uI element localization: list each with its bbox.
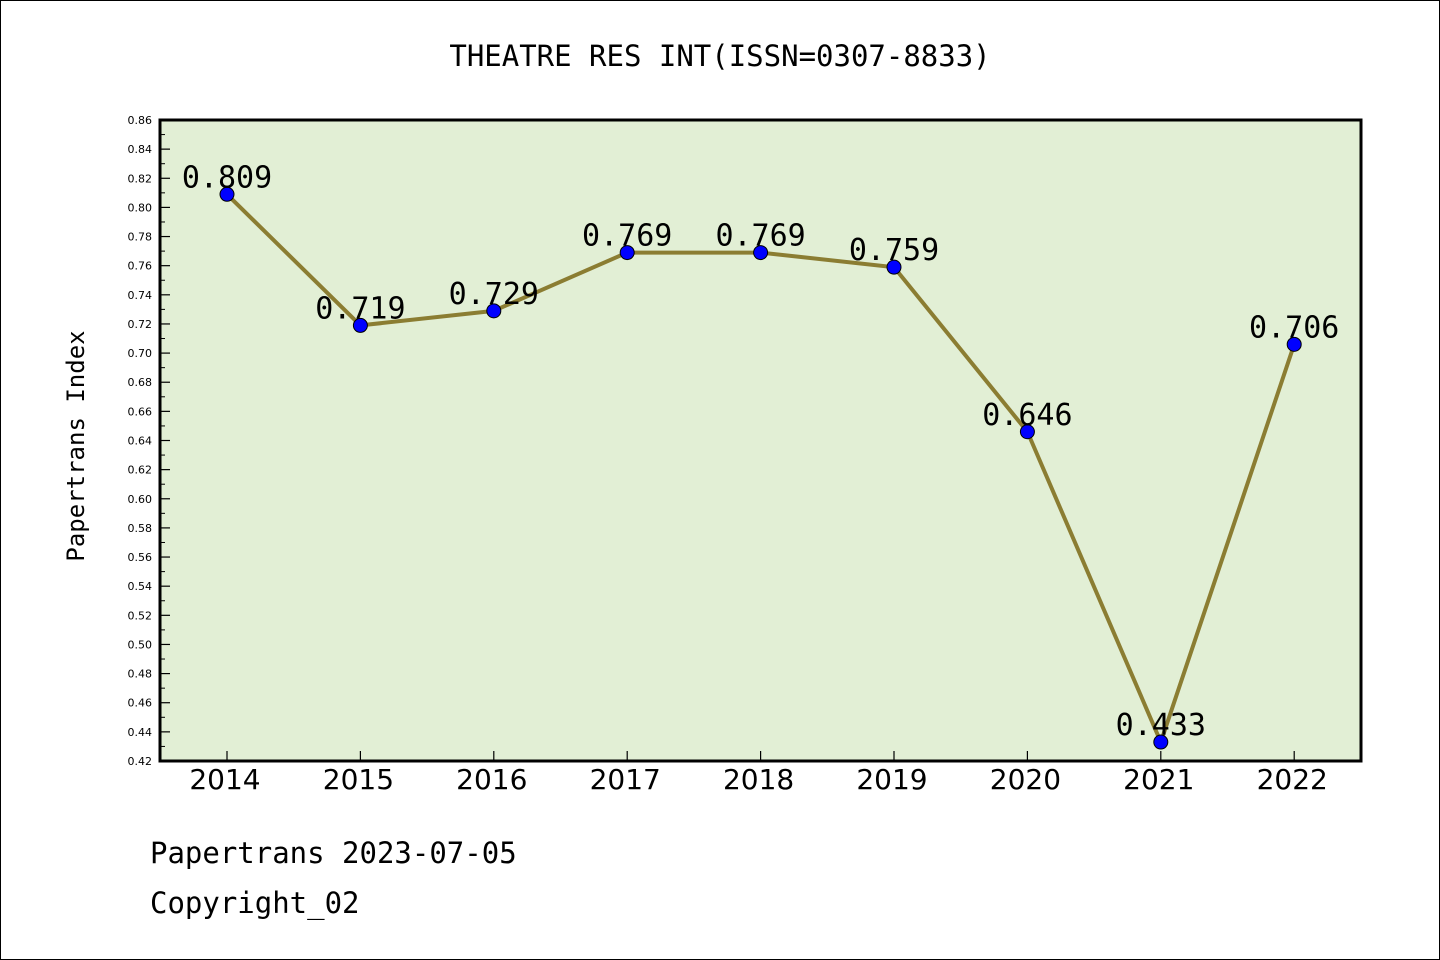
y-tick-label: 0.46: [128, 697, 153, 710]
y-tick-label: 0.76: [128, 260, 153, 273]
data-label: 0.706: [1249, 310, 1339, 345]
data-point: [1153, 734, 1169, 750]
y-axis-label: Papertrans Index: [62, 330, 90, 561]
data-point: [219, 186, 235, 202]
plot-border: [158, 118, 1363, 763]
data-label: 0.719: [315, 291, 405, 326]
x-tick-label: 2017: [590, 763, 661, 796]
data-label: 0.769: [715, 219, 805, 254]
x-tick-label: 2018: [723, 763, 794, 796]
plot-area: [160, 120, 1361, 761]
y-tick-label: 0.80: [128, 201, 153, 214]
x-tick-label: 2021: [1123, 763, 1194, 796]
y-tick-label: 0.70: [128, 347, 153, 360]
data-point: [1019, 424, 1035, 440]
data-point: [486, 303, 502, 319]
x-axis-ticks: 2014 2015 2016 2017 2018 2019 2020 2021 2022: [189, 751, 1328, 796]
y-tick-label: 0.64: [128, 435, 153, 448]
y-tick-label: 0.82: [128, 172, 153, 185]
x-tick-label: 2015: [323, 763, 394, 796]
data-markers: [219, 186, 1302, 750]
y-tick-label: 0.72: [128, 318, 153, 331]
data-point: [886, 259, 902, 275]
y-tick-label: 0.42: [128, 755, 153, 768]
y-tick-label: 0.84: [128, 143, 153, 156]
y-tick-label: 0.66: [128, 405, 153, 418]
y-tick-label: 0.68: [128, 376, 153, 389]
y-tick-label: 0.60: [128, 493, 153, 506]
chart-title: THEATRE RES INT(ISSN=0307-8833): [449, 39, 990, 73]
y-tick-label: 0.54: [128, 580, 153, 593]
footer-date: Papertrans 2023-07-05: [150, 836, 517, 870]
x-tick-label: 2019: [856, 763, 927, 796]
x-tick-label: 2022: [1257, 763, 1328, 796]
y-tick-label: 0.58: [128, 522, 153, 535]
data-label: 0.646: [982, 398, 1072, 433]
y-tick-label: 0.56: [128, 551, 153, 564]
y-tick-label: 0.62: [128, 464, 153, 477]
y-tick-label: 0.44: [128, 726, 153, 739]
y-tick-label: 0.74: [128, 289, 153, 302]
data-point: [619, 245, 635, 261]
data-label: 0.809: [182, 160, 272, 195]
y-tick-label: 0.50: [128, 638, 153, 651]
y-tick-label: 0.48: [128, 668, 153, 681]
y-tick-label: 0.78: [128, 231, 153, 244]
x-tick-label: 2020: [990, 763, 1061, 796]
x-tick-label: 2014: [189, 763, 260, 796]
data-point: [1286, 336, 1302, 352]
footer-copyright: Copyright_02: [150, 886, 360, 920]
data-point: [753, 245, 769, 261]
x-tick-label: 2016: [456, 763, 527, 796]
data-labels: 0.809 0.719 0.729 0.769 0.769 0.759 0.646 0.433…: [182, 160, 1340, 743]
data-point: [352, 317, 368, 333]
data-label: 0.769: [582, 219, 672, 254]
data-label: 0.759: [849, 233, 939, 268]
data-label: 0.729: [449, 277, 539, 312]
y-tick-label: 0.86: [128, 114, 153, 127]
y-tick-label: 0.52: [128, 609, 153, 622]
y-axis-ticks: 0.42 0.44 0.46 0.48 0.50 0.52 0.54 0.56 0.58 0.60…: [128, 114, 170, 768]
data-label: 0.433: [1116, 708, 1206, 743]
